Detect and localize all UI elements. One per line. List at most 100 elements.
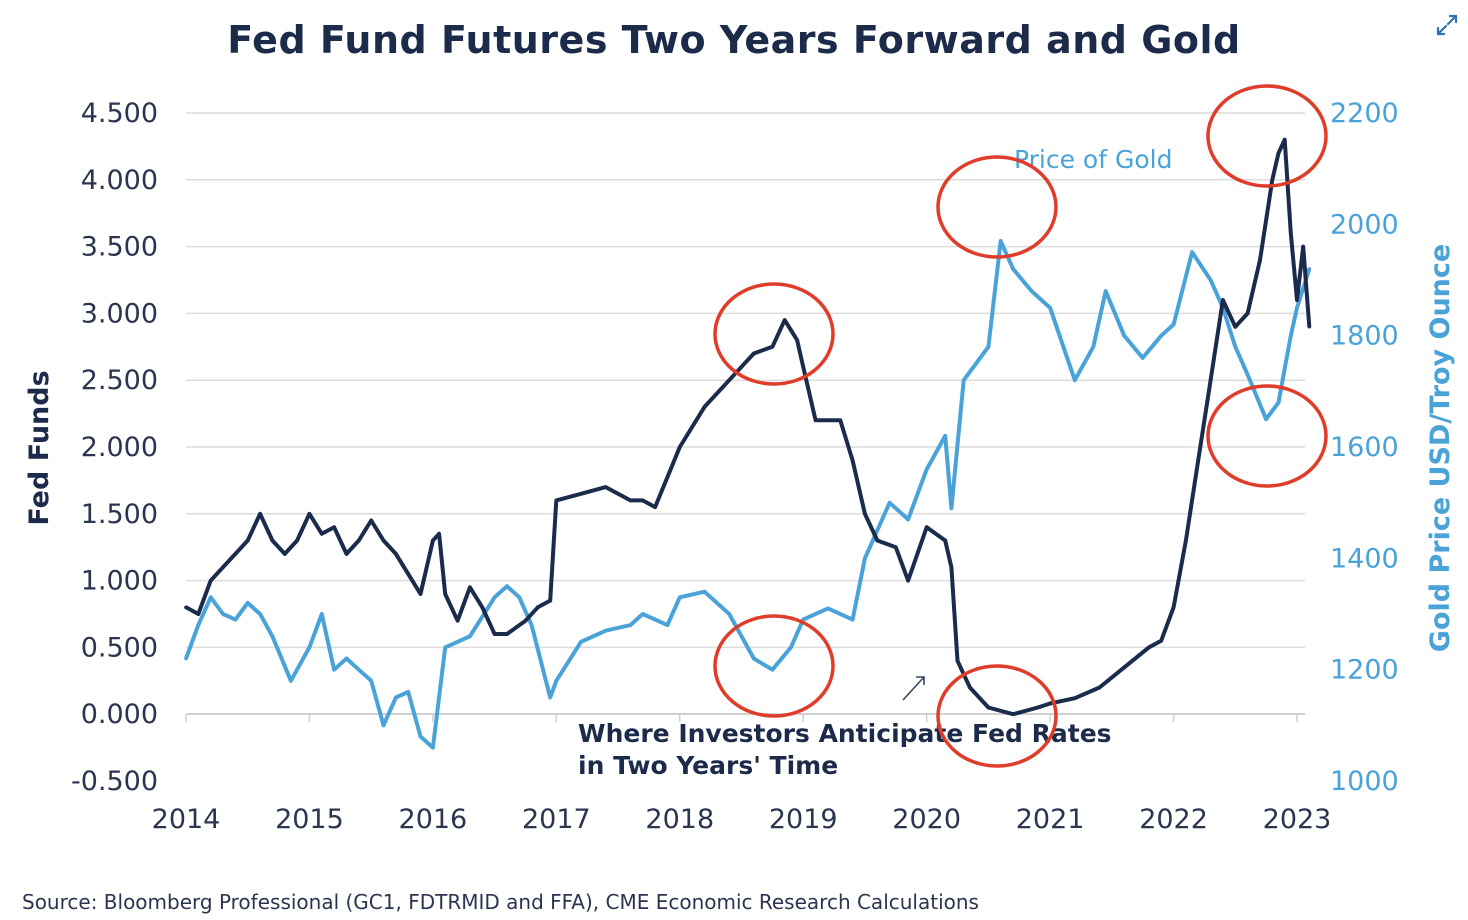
gold-price-line-point bbox=[665, 623, 670, 627]
gold-price-line-point bbox=[184, 656, 188, 661]
fed-funds-line-point bbox=[702, 405, 707, 409]
gold-price-line-point bbox=[319, 612, 324, 616]
fed-funds-line-point bbox=[795, 338, 799, 342]
highlight-circle-fed-2020 bbox=[936, 664, 1058, 768]
fed-funds-line-point bbox=[603, 485, 608, 489]
highlight-circle-fed-2022 bbox=[1206, 84, 1328, 188]
gold-price-line-point bbox=[770, 667, 775, 672]
gold-price-line-point bbox=[961, 378, 966, 383]
fed-funds-line-point bbox=[955, 658, 960, 663]
x-tick-label: 2020 bbox=[892, 804, 961, 835]
chart-title: Fed Fund Futures Two Years Forward and G… bbox=[227, 18, 1241, 62]
gold-price-line-point bbox=[579, 640, 583, 644]
fed-funds-line-point bbox=[221, 565, 225, 570]
fed-funds-line-point bbox=[431, 538, 435, 543]
fed-funds-line-point bbox=[1233, 324, 1238, 329]
fed-funds-line-point bbox=[782, 318, 787, 322]
y2-tick-label: 1200 bbox=[1330, 655, 1399, 686]
highlight-circle-gold-2018 bbox=[713, 614, 835, 718]
y-tick-label: 4.000 bbox=[81, 165, 158, 196]
y-tick-label: 2.000 bbox=[81, 432, 158, 463]
gold-price-line-point bbox=[1011, 267, 1015, 271]
fed-funds-line-point bbox=[863, 512, 867, 516]
x-tick-label: 2014 bbox=[152, 804, 221, 835]
gold-price-line-point bbox=[492, 595, 497, 600]
fed-funds-line-point bbox=[1073, 696, 1077, 700]
fed-funds-line-point bbox=[468, 585, 472, 590]
fed-funds-line-point bbox=[307, 512, 312, 516]
expand-arrows-icon[interactable] bbox=[1434, 12, 1460, 38]
gold-price-line-point bbox=[826, 606, 830, 611]
gold-price-line-point bbox=[221, 612, 225, 616]
fed-funds-line-point bbox=[640, 498, 645, 503]
fed-funds-line-point bbox=[1097, 685, 1102, 690]
fed-funds-line-point bbox=[536, 605, 540, 610]
y2-tick-label: 1600 bbox=[1330, 432, 1399, 463]
gold-price-line-point bbox=[1048, 306, 1052, 310]
fed-funds-line-point bbox=[319, 532, 324, 536]
gold-price-line-point bbox=[455, 640, 460, 644]
gold-price-line-point bbox=[1245, 372, 1250, 377]
fed-funds-line-point bbox=[943, 538, 947, 543]
gold-price-line-point bbox=[1171, 322, 1176, 327]
fed-funds-line-point bbox=[813, 418, 818, 423]
right-axis-ticks: 2200 2000 1800 1600 1400 1200 1000 bbox=[1330, 98, 1399, 797]
gold-price-line-point bbox=[554, 679, 559, 683]
gold-price-line-point bbox=[850, 617, 855, 622]
y2-tick-label: 2000 bbox=[1330, 209, 1399, 240]
gold-price-line-point bbox=[628, 623, 633, 627]
gold-price-line-point bbox=[443, 645, 448, 650]
fed-funds-line-point bbox=[394, 552, 398, 556]
y2-tick-label: 2200 bbox=[1330, 98, 1399, 129]
x-tick-label: 2018 bbox=[645, 804, 714, 835]
fed-funds-line-point bbox=[1184, 538, 1188, 543]
fed-funds-line-point bbox=[344, 552, 349, 556]
fed-funds-line-point bbox=[282, 552, 287, 556]
fed-funds-line-point bbox=[1307, 324, 1312, 329]
left-axis-ticks: 4.500 4.000 3.500 3.000 2.500 2.000 1.500 1.000… bbox=[71, 98, 158, 797]
gold-series-label: Price of Gold bbox=[1014, 145, 1172, 174]
annotation-arrow bbox=[902, 676, 925, 701]
fed-funds-line-point bbox=[332, 525, 336, 529]
gold-price-line-point bbox=[1091, 345, 1096, 349]
gold-price-line-point bbox=[986, 345, 991, 349]
fed-funds-line-point bbox=[1035, 705, 1040, 710]
gold-price-line-point bbox=[245, 601, 250, 605]
fed-funds-line-point bbox=[1208, 378, 1213, 383]
fed-funds-line-point bbox=[418, 592, 423, 596]
y-tick-label: 2.500 bbox=[81, 365, 158, 396]
fed-funds-line-point bbox=[295, 538, 299, 543]
gold-price-line-point bbox=[998, 239, 1003, 243]
fed-funds-line-point bbox=[770, 345, 775, 349]
gold-price-line-point bbox=[1190, 250, 1194, 254]
gold-price-line-point bbox=[1140, 356, 1145, 360]
x-tick-label: 2021 bbox=[1016, 804, 1085, 835]
gold-price-line-point bbox=[1276, 400, 1281, 405]
y-tick-label: 0.500 bbox=[81, 632, 158, 663]
gold-price-line-point bbox=[1159, 333, 1164, 338]
fed-funds-line-point bbox=[492, 632, 497, 636]
fed-funds-line-point bbox=[739, 365, 744, 369]
fed-funds-line-point bbox=[1289, 231, 1293, 236]
fed-funds-line-point bbox=[838, 418, 843, 423]
gold-price-line-point bbox=[548, 695, 552, 700]
fed-funds-line-point bbox=[875, 538, 880, 543]
gold-price-line-point bbox=[924, 467, 929, 472]
fed-funds-line bbox=[185, 137, 1312, 717]
fed-funds-line-point bbox=[1245, 311, 1250, 316]
fed-funds-line-point bbox=[1258, 258, 1262, 262]
gold-price-line-point bbox=[949, 506, 954, 511]
fed-funds-line-point bbox=[196, 612, 201, 616]
fed-funds-line-point bbox=[949, 565, 954, 570]
fed-funds-line-point bbox=[1282, 137, 1287, 142]
gold-price-line-point bbox=[307, 645, 312, 650]
gold-price-line-point bbox=[640, 612, 645, 616]
fed-funds-line-point bbox=[1221, 298, 1225, 302]
y-tick-label: 1.000 bbox=[81, 566, 158, 597]
x-tick-label: 2019 bbox=[769, 804, 838, 835]
fed-funds-line-point bbox=[906, 578, 910, 583]
y2-tick-label: 1800 bbox=[1330, 321, 1399, 352]
fed-funds-line-point bbox=[579, 491, 583, 496]
gold-price-line-point bbox=[289, 679, 293, 683]
